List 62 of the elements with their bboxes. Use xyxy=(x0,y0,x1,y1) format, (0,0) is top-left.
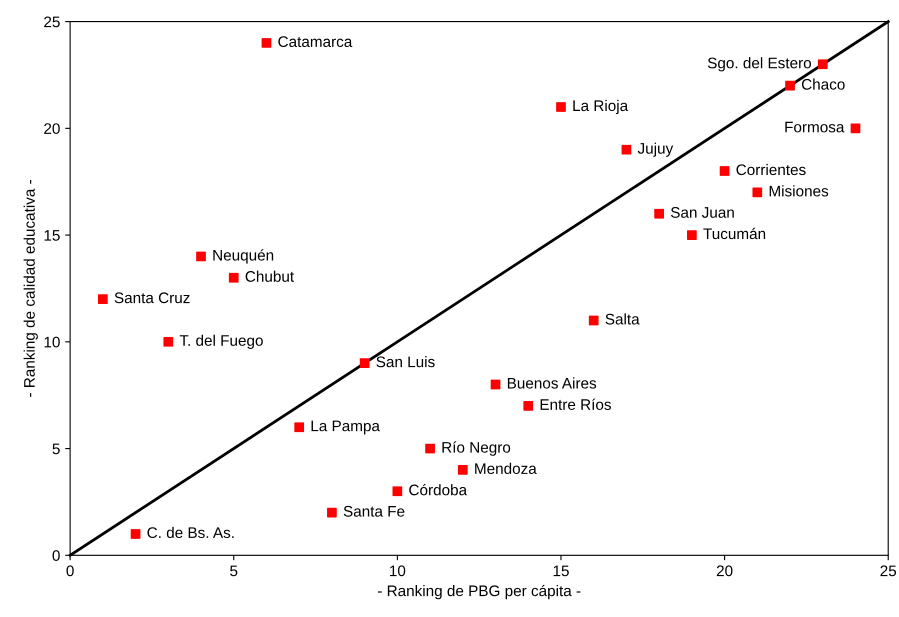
point xyxy=(163,336,174,347)
annotation: Misiones xyxy=(770,185,828,196)
y-tick-label: 15 xyxy=(44,230,60,241)
annotation: La Rioja xyxy=(573,100,628,114)
annotation: Santa Fe xyxy=(344,506,404,517)
point xyxy=(425,444,435,454)
point xyxy=(556,102,566,112)
point xyxy=(392,486,402,496)
annotation: Neuquén xyxy=(213,249,274,264)
annotation: Tucumán xyxy=(703,228,766,240)
point xyxy=(523,401,534,411)
point xyxy=(262,38,272,48)
x-tick-label: 10 xyxy=(390,565,406,576)
annotation: Buenos Aires xyxy=(508,377,596,389)
y-tick-label: 20 xyxy=(44,123,60,134)
annotation: Córdoba xyxy=(409,484,468,496)
annotation: Corrientes xyxy=(736,164,806,176)
x-tick-label: 20 xyxy=(716,565,732,576)
annotation: T. del Fuego xyxy=(180,334,263,349)
point xyxy=(687,230,697,240)
annotation: Catamarca xyxy=(278,36,352,48)
annotation: Chubut xyxy=(246,270,294,282)
point xyxy=(130,529,140,539)
point xyxy=(327,508,337,518)
point xyxy=(752,188,762,198)
x-tick-label: 25 xyxy=(880,565,896,576)
annotation: Chaco xyxy=(802,78,845,90)
annotation: Mendoza xyxy=(475,462,537,474)
y-tick-label: 0 xyxy=(52,550,60,561)
x-tick-label: 15 xyxy=(554,566,569,576)
x-tick-label: 0 xyxy=(66,565,74,576)
annotation: Salta xyxy=(606,313,640,325)
annotation: La Pampa xyxy=(312,420,380,434)
annotation: Río Negro xyxy=(442,441,510,456)
point xyxy=(294,422,304,432)
annotation: Entre Ríos xyxy=(540,398,611,410)
y-axis-title: - Ranking de calidad educativa - xyxy=(24,180,38,397)
point xyxy=(458,465,468,475)
annotation: C. de Bs. As. xyxy=(147,526,234,538)
point xyxy=(850,123,860,134)
point xyxy=(654,208,664,219)
y-tick-label: 5 xyxy=(52,444,60,454)
point xyxy=(785,80,795,90)
point xyxy=(98,294,108,304)
annotation: Formosa xyxy=(785,122,844,132)
annotation: San Luis xyxy=(376,356,435,368)
annotation: Santa Cruz xyxy=(114,292,190,304)
x-axis-title: - Ranking de PBG per cápita - xyxy=(378,584,580,600)
y-tick-label: 10 xyxy=(44,336,60,348)
point xyxy=(622,144,632,155)
point xyxy=(588,316,599,326)
point xyxy=(818,59,828,70)
annotation: Jujuy xyxy=(638,142,674,157)
annotation: Sgo. del Estero xyxy=(708,57,812,72)
annotation: San Juan xyxy=(670,207,734,218)
x-tick-label: 5 xyxy=(230,566,238,576)
y-tick-label: 25 xyxy=(44,16,60,28)
point xyxy=(720,166,730,176)
point xyxy=(228,272,239,283)
point xyxy=(196,252,206,262)
point xyxy=(360,358,370,368)
point xyxy=(490,380,500,390)
